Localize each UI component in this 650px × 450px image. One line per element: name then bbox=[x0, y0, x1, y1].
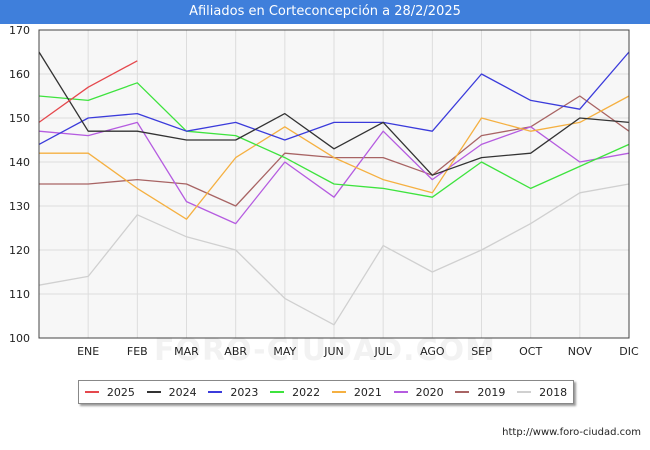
legend-item-2022: 2022 bbox=[270, 386, 320, 399]
legend-item-2023: 2023 bbox=[208, 386, 258, 399]
legend-item-2024: 2024 bbox=[146, 385, 197, 399]
legend: 2025 2024 2023 2022 2021 2020 2019 2018 bbox=[78, 380, 574, 404]
legend-label: 2024 bbox=[168, 385, 197, 399]
legend-swatch bbox=[270, 391, 285, 393]
legend-swatch bbox=[393, 391, 408, 393]
series-line-2025 bbox=[38, 60, 138, 123]
legend-label: 2021 bbox=[353, 385, 382, 399]
plot-frame bbox=[38, 29, 630, 339]
series-line-2018 bbox=[38, 183, 630, 326]
legend-swatch bbox=[331, 391, 346, 393]
legend-item-2018: 2018 bbox=[517, 386, 567, 399]
legend-item-2019: 2019 bbox=[455, 386, 505, 399]
legend-item-2020: 2020 bbox=[393, 385, 444, 399]
series-line-2024 bbox=[38, 51, 630, 176]
legend-swatch bbox=[455, 391, 470, 393]
y-tick-label: 140 bbox=[9, 156, 30, 169]
legend-label: 2022 bbox=[292, 385, 321, 399]
y-tick-label: 100 bbox=[9, 332, 30, 345]
legend-label: 2019 bbox=[477, 385, 506, 399]
legend-label: 2025 bbox=[106, 385, 135, 399]
y-tick-labels: 100 110 120 130 140 150 160 170 bbox=[9, 24, 30, 345]
y-tick-label: 170 bbox=[9, 24, 30, 37]
x-tick-label: MAY bbox=[273, 345, 296, 358]
x-tick-label: ABR bbox=[224, 345, 247, 358]
series-line-2020 bbox=[38, 121, 630, 225]
legend-label: 2018 bbox=[539, 385, 568, 399]
x-tick-label: DIC bbox=[619, 345, 639, 358]
legend-label: 2023 bbox=[230, 385, 259, 399]
x-tick-label: NOV bbox=[568, 345, 593, 358]
series-lines bbox=[38, 51, 630, 326]
legend-item-2021: 2021 bbox=[331, 385, 382, 399]
x-tick-label: MAR bbox=[174, 345, 199, 358]
legend-swatch bbox=[208, 391, 223, 393]
x-tick-labels: ENE FEB MAR ABR MAY JUN JUL AGO SEP OCT NOV DIC bbox=[77, 345, 639, 358]
legend-swatch bbox=[517, 391, 532, 393]
x-tick-label: JUL bbox=[373, 345, 392, 358]
legend-swatch bbox=[84, 391, 99, 393]
x-tick-label: ENE bbox=[77, 345, 99, 358]
source-url: http://www.foro-ciudad.com bbox=[502, 427, 641, 438]
grid-lines bbox=[39, 29, 630, 339]
series-line-2021 bbox=[39, 95, 630, 220]
x-tick-label: SEP bbox=[471, 345, 492, 358]
y-tick-label: 160 bbox=[9, 68, 30, 81]
series-line-2023 bbox=[38, 51, 630, 145]
x-tick-label: AGO bbox=[420, 345, 445, 358]
chart-title: Afiliados en Corteconcepción a 28/2/2025 bbox=[0, 0, 650, 24]
legend-label: 2020 bbox=[415, 385, 444, 399]
axes bbox=[38, 29, 630, 339]
legend-item-2025: 2025 bbox=[84, 385, 135, 399]
x-tick-label: FEB bbox=[127, 345, 148, 358]
watermark: FORO-CIUDAD.COM bbox=[154, 333, 496, 368]
x-tick-label: OCT bbox=[519, 345, 542, 358]
y-tick-label: 150 bbox=[9, 112, 30, 125]
y-tick-label: 120 bbox=[9, 244, 30, 257]
x-tick-label: JUN bbox=[323, 345, 344, 358]
y-tick-label: 130 bbox=[9, 200, 30, 213]
y-tick-label: 110 bbox=[9, 288, 30, 301]
series-line-2022 bbox=[38, 82, 630, 198]
legend-swatch bbox=[146, 391, 161, 393]
